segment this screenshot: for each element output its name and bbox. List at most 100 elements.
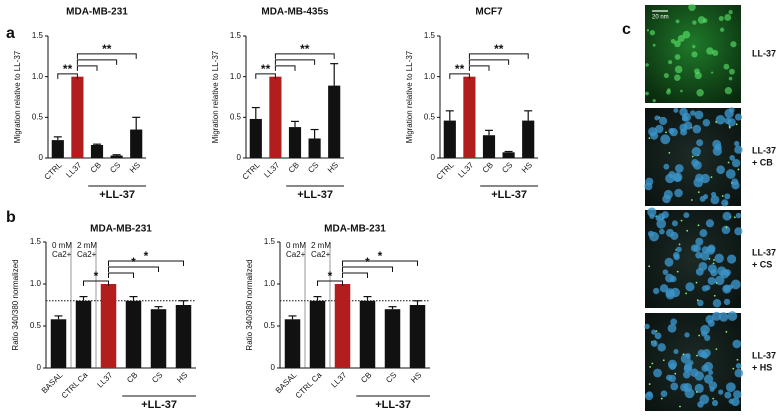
nucleus bbox=[724, 193, 731, 200]
nucleus bbox=[703, 361, 714, 372]
speck bbox=[736, 358, 739, 361]
annotation: 2 mM bbox=[77, 241, 97, 250]
nucleus bbox=[662, 194, 671, 204]
nucleus bbox=[657, 343, 666, 352]
speck bbox=[660, 397, 663, 400]
y-tick-label: 1.0 bbox=[264, 279, 276, 288]
bar bbox=[309, 300, 326, 368]
nucleus bbox=[669, 362, 677, 370]
significance-bracket bbox=[468, 53, 529, 59]
speck bbox=[735, 123, 738, 126]
nucleus bbox=[729, 155, 735, 161]
bar bbox=[328, 85, 341, 158]
speck bbox=[668, 151, 671, 154]
nucleus bbox=[697, 299, 704, 307]
nucleus bbox=[718, 389, 724, 395]
nucleus bbox=[674, 188, 683, 198]
speck bbox=[725, 331, 728, 333]
x-tick-label: CS bbox=[108, 161, 122, 175]
nucleus bbox=[728, 398, 734, 404]
speck bbox=[737, 168, 740, 171]
cell bbox=[691, 51, 698, 58]
nucleus bbox=[698, 261, 708, 271]
speck bbox=[691, 155, 694, 158]
nucleus bbox=[721, 225, 731, 235]
speck bbox=[733, 216, 736, 219]
y-tick-label: 0 bbox=[237, 153, 242, 162]
significance-bracket bbox=[108, 266, 159, 273]
nucleus bbox=[655, 124, 664, 134]
nucleus bbox=[650, 131, 659, 140]
cell bbox=[674, 40, 681, 48]
nucleus bbox=[723, 285, 730, 292]
image-label: LL-37 bbox=[752, 48, 776, 58]
nucleus bbox=[716, 165, 725, 174]
nucleus bbox=[725, 382, 736, 393]
speck bbox=[678, 243, 681, 246]
nucleus bbox=[652, 287, 660, 295]
chart-title: MDA-MB-231 bbox=[66, 7, 128, 18]
speck bbox=[715, 121, 718, 123]
nucleus bbox=[644, 182, 653, 191]
nucleus bbox=[692, 124, 702, 134]
speck bbox=[697, 224, 700, 227]
cell bbox=[680, 89, 683, 93]
nucleus bbox=[704, 334, 711, 342]
x-tick-label: CS bbox=[500, 161, 514, 175]
speck bbox=[655, 330, 658, 332]
bar bbox=[100, 284, 117, 368]
speck bbox=[727, 161, 730, 164]
cell bbox=[674, 74, 681, 81]
x-tick-label: LL37 bbox=[329, 370, 348, 389]
annotation: 2 mM bbox=[311, 241, 331, 250]
nucleus bbox=[681, 115, 689, 122]
group-label: +LL-37 bbox=[99, 189, 135, 201]
nucleus bbox=[723, 269, 731, 277]
x-tick-label: CTRL Ca bbox=[294, 370, 324, 400]
panel-label: b bbox=[6, 209, 16, 226]
nucleus bbox=[646, 391, 653, 397]
speck bbox=[715, 348, 718, 351]
nucleus bbox=[731, 158, 741, 168]
bar bbox=[50, 319, 67, 368]
bar bbox=[175, 305, 192, 368]
nucleus bbox=[694, 371, 704, 381]
significance-label: ** bbox=[261, 62, 271, 76]
x-tick-label: LL37 bbox=[64, 160, 83, 179]
nucleus bbox=[734, 368, 744, 378]
nucleus bbox=[695, 237, 704, 246]
cell bbox=[710, 71, 714, 74]
nucleus bbox=[710, 269, 718, 277]
cell bbox=[729, 68, 735, 75]
nucleus bbox=[710, 195, 720, 205]
nucleus bbox=[679, 107, 688, 117]
y-tick-label: 0 bbox=[431, 153, 436, 162]
y-tick-label: 0 bbox=[271, 363, 276, 372]
x-tick-label: CB bbox=[125, 371, 139, 385]
nucleus bbox=[717, 266, 727, 276]
cell bbox=[670, 38, 676, 44]
nucleus bbox=[656, 218, 667, 229]
x-tick-label: CB bbox=[89, 161, 103, 175]
panel-label: c bbox=[622, 21, 631, 38]
y-tick-label: 1.0 bbox=[230, 72, 242, 81]
bar bbox=[90, 144, 104, 158]
bar bbox=[522, 120, 535, 158]
nucleus bbox=[667, 323, 677, 333]
nucleus bbox=[676, 246, 682, 253]
y-axis-label: Migration relative to LL-37 bbox=[13, 50, 22, 143]
nucleus bbox=[682, 370, 691, 379]
significance-bracket bbox=[108, 260, 184, 267]
significance-bracket bbox=[274, 65, 296, 71]
y-tick-label: 1.5 bbox=[230, 31, 242, 40]
panel-label: a bbox=[6, 25, 15, 42]
nucleus bbox=[647, 207, 657, 217]
bar bbox=[443, 120, 456, 158]
cell bbox=[677, 35, 685, 43]
nucleus bbox=[670, 318, 678, 326]
x-tick-label: CB bbox=[287, 161, 301, 175]
nucleus bbox=[718, 312, 729, 322]
significance-bracket bbox=[108, 272, 134, 279]
significance-label: ** bbox=[300, 42, 310, 56]
nucleus bbox=[651, 329, 657, 335]
